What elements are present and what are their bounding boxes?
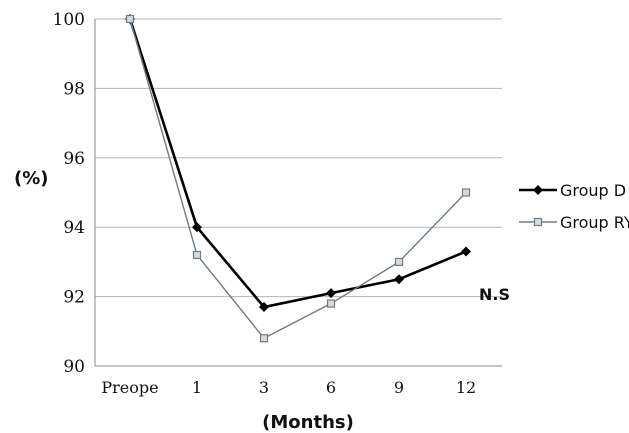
data-point [259,334,269,343]
y-tick-label: 98 [63,79,85,99]
significance-annotation: N.S [479,285,510,304]
x-tick-label: Preope [101,378,158,397]
gridlines [95,18,502,298]
x-tick-label: 9 [394,378,404,397]
data-point [394,257,404,266]
legend-label: Group D [560,181,626,200]
series-line-group-ry [129,18,467,340]
y-tick-labels: 90 92 94 96 98 100 [53,10,85,377]
x-tick-label: 6 [326,378,336,397]
x-axis-label: (Months) [262,412,354,433]
data-point [259,302,269,313]
data-point [192,250,202,260]
series-line-group-d [128,18,467,309]
data-point [394,274,404,285]
y-tick-label: 94 [63,218,85,238]
data-point [326,288,336,299]
y-tick-label: 100 [53,10,85,30]
y-axis-label: (%) [14,168,49,189]
legend: Group D Group RY [519,181,629,232]
data-point [461,188,471,197]
series-lines [125,14,471,343]
legend-marker [533,217,543,227]
data-point [192,222,202,233]
x-tick-label: 3 [259,378,269,397]
y-tick-label: 96 [63,149,85,169]
data-point [125,14,135,24]
data-point [326,299,336,308]
data-point [461,246,471,257]
legend-label: Group RY [560,213,629,232]
x-tick-labels: Preope 1 3 6 9 12 [101,378,476,397]
x-tick-label: 1 [192,378,202,397]
y-tick-label: 90 [63,357,85,377]
y-tick-label: 92 [63,288,85,308]
legend-marker [533,185,543,195]
x-tick-label: 12 [456,378,476,397]
